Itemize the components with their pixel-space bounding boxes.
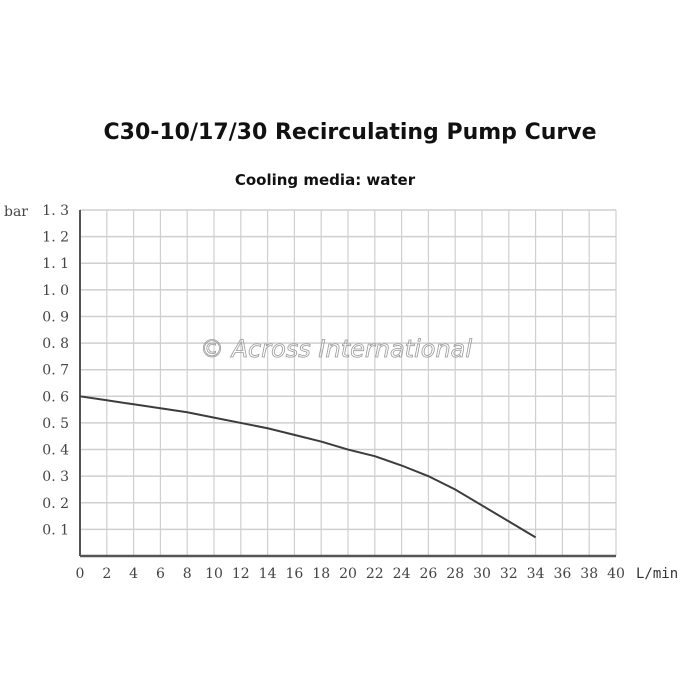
- x-tick-label: 2: [102, 566, 111, 582]
- x-tick-label: 40: [607, 566, 625, 582]
- x-tick-label: 24: [393, 566, 411, 582]
- chart-subtitle: Cooling media: water: [234, 171, 416, 189]
- x-tick-label: 38: [580, 566, 598, 582]
- x-tick-label: 26: [419, 566, 437, 582]
- x-tick-label: 36: [553, 566, 571, 582]
- x-tick-label: 32: [500, 566, 518, 582]
- x-tick-label: 18: [312, 566, 330, 582]
- axes: [79, 210, 616, 558]
- y-tick-label: 0. 7: [42, 363, 69, 379]
- x-axis-unit-label: L/min: [636, 566, 678, 582]
- x-tick-label: 22: [366, 566, 384, 582]
- x-axis-ticks: 0 2 4 6 8 10 12 14 16 18 20 22 24 26 28 30 32 34 36 38 40: [76, 566, 625, 582]
- pump-curve-line: [79, 395, 537, 539]
- y-tick-label: 0. 1: [42, 522, 69, 538]
- x-tick-label: 4: [129, 566, 138, 582]
- y-tick-label: 0. 9: [42, 309, 69, 325]
- y-tick-label: 1. 1: [42, 256, 69, 272]
- y-tick-label: 0. 6: [42, 389, 69, 405]
- x-tick-label: 30: [473, 566, 491, 582]
- grid-lines: [80, 209, 617, 556]
- x-tick-label: 10: [205, 566, 223, 582]
- y-tick-label: 0. 2: [42, 496, 69, 512]
- x-tick-label: 34: [527, 566, 545, 582]
- y-axis-unit-label: bar: [4, 204, 28, 220]
- x-tick-label: 20: [339, 566, 357, 582]
- x-tick-label: 0: [76, 566, 85, 582]
- y-tick-label: 0. 8: [42, 336, 69, 352]
- x-tick-label: 8: [183, 566, 192, 582]
- y-tick-label: 1. 2: [42, 230, 69, 246]
- chart-title: C30-10/17/30 Recirculating Pump Curve: [103, 120, 597, 145]
- y-tick-label: 1. 0: [42, 283, 69, 299]
- x-tick-label: 28: [446, 566, 464, 582]
- x-tick-label: 12: [232, 566, 250, 582]
- y-tick-label: 1. 3: [42, 203, 69, 219]
- y-axis-ticks: 0. 1 0. 2 0. 3 0. 4 0. 5 0. 6 0. 7 0. 8 0. 9 1. 0…: [42, 203, 69, 538]
- y-tick-label: 0. 4: [42, 443, 69, 459]
- x-tick-label: 16: [285, 566, 303, 582]
- x-tick-label: 14: [259, 566, 277, 582]
- x-tick-label: 6: [156, 566, 165, 582]
- y-tick-label: 0. 5: [42, 416, 69, 432]
- watermark: © Across International: [200, 335, 472, 363]
- y-tick-label: 0. 3: [42, 469, 69, 485]
